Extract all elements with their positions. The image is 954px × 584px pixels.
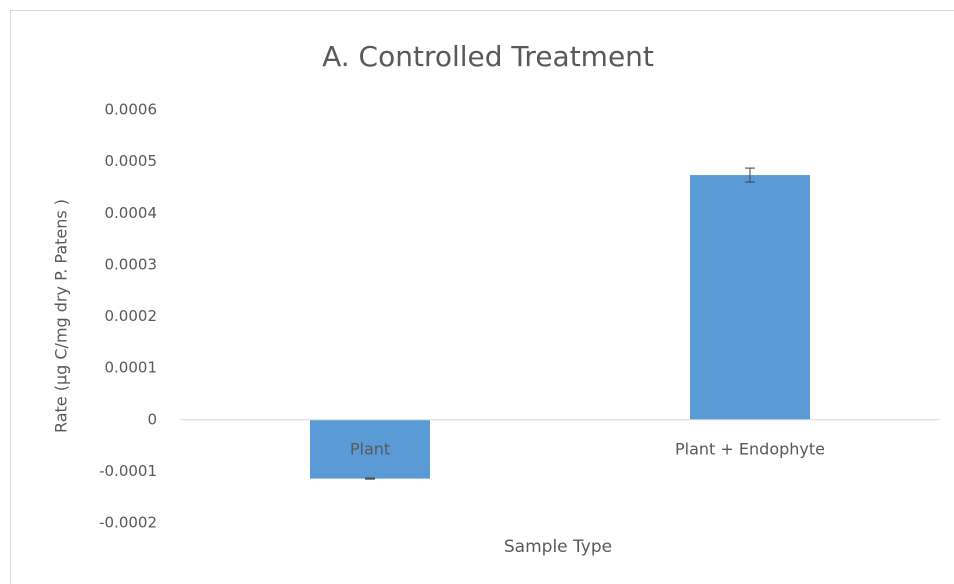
y-tick-label: 0.0006 xyxy=(105,101,158,119)
y-tick-label: 0.0005 xyxy=(105,152,158,170)
y-tick-label: -0.0001 xyxy=(99,462,157,480)
y-tick-label: -0.0002 xyxy=(99,514,157,532)
x-axis-title: Sample Type xyxy=(504,537,612,557)
x-tick-label: Plant xyxy=(350,439,390,458)
y-tick-label: 0.0004 xyxy=(105,204,158,222)
y-tick-label: 0.0003 xyxy=(105,255,158,273)
bar xyxy=(310,419,430,479)
chart-title: A. Controlled Treatment xyxy=(322,40,654,73)
x-tick-label: Plant + Endophyte xyxy=(675,439,825,458)
y-tick-label: 0 xyxy=(147,410,157,428)
bar xyxy=(690,175,810,420)
y-tick-label: 0.0001 xyxy=(105,359,158,377)
y-tick-label: 0.0002 xyxy=(105,307,158,325)
y-axis-title: Rate (µg C/mg dry P. Patens ) xyxy=(52,199,71,433)
chart-border xyxy=(10,10,954,584)
